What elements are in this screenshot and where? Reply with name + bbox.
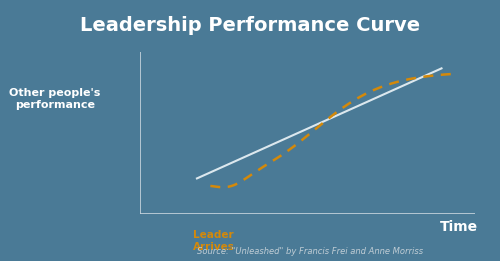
Text: Leader
Arrives: Leader Arrives xyxy=(193,230,234,252)
Text: Other people's
performance: Other people's performance xyxy=(10,88,101,110)
Text: Source: "Unleashed" by Francis Frei and Anne Morriss: Source: "Unleashed" by Francis Frei and … xyxy=(197,247,423,256)
Text: Time: Time xyxy=(440,220,478,234)
Text: Leadership Performance Curve: Leadership Performance Curve xyxy=(80,16,420,35)
